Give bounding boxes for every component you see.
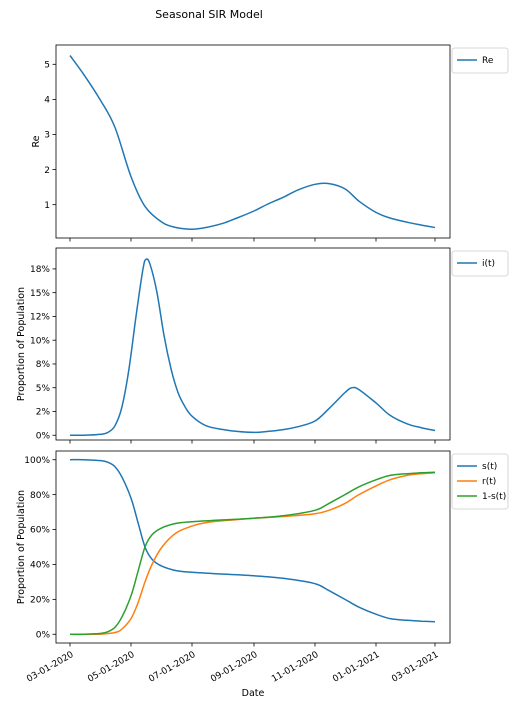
y-tick-label: 3 <box>44 131 50 141</box>
y-tick-label: 10% <box>30 336 50 346</box>
y-tick-label: 15% <box>30 289 50 299</box>
y-tick-label: 0% <box>36 431 51 441</box>
subplot-3: 0% 20% 40% 60% 80% 100% 03-01-2020 05-01-2020 07… <box>16 450 509 699</box>
series-line-s-t <box>69 458 436 623</box>
series-line-re <box>69 55 436 230</box>
legend-label-r-t: r(t) <box>482 477 496 487</box>
legend-label-1-s-t: 1-s(t) <box>482 492 506 502</box>
y-tick-label: 18% <box>30 265 50 275</box>
legend-box <box>451 47 509 74</box>
x-tick-label: 01-01-2021 <box>331 650 381 685</box>
y-tick-label: 60% <box>30 526 50 536</box>
y-tick-label: 1 <box>44 201 50 211</box>
plot-area <box>55 450 451 644</box>
subplot-2: 0% 2% 5% 8% 10% 12% 15% 18% Proportion of Popula… <box>16 247 509 444</box>
y-tick-label: 0% <box>36 630 51 640</box>
legend-label-s-t: s(t) <box>482 462 497 472</box>
y-tick-label: 8% <box>36 360 51 370</box>
series-line-r-t <box>69 472 436 636</box>
y-axis-label: Proportion of Population <box>16 490 27 604</box>
legend: Re <box>451 47 509 74</box>
plot-area <box>55 247 451 441</box>
x-tick-label: 07-01-2020 <box>147 650 198 685</box>
y-tick-label: 40% <box>30 561 50 571</box>
y-tick-label: 100% <box>24 456 50 466</box>
legend: i(t) <box>451 250 509 277</box>
y-tick-label: 5% <box>36 384 51 394</box>
y-axis-label: Re <box>31 135 42 147</box>
series-line-i-t <box>69 258 436 437</box>
plot-area <box>55 44 451 239</box>
y-tick-label: 5 <box>44 61 50 71</box>
y-tick-label: 12% <box>30 313 50 323</box>
y-tick-label: 2 <box>44 166 50 176</box>
legend-box <box>451 250 509 277</box>
x-tick-label: 03-01-2021 <box>390 650 440 685</box>
figure-title: Seasonal SIR Model <box>155 8 263 21</box>
series-line-1-s-t <box>69 471 436 636</box>
legend: s(t) r(t) 1-s(t) <box>451 453 509 510</box>
subplots: 1 2 3 4 5 Re Re 0% 2% 5% 8% 10% 12% 15% 18% Proportion … <box>16 44 509 699</box>
legend-label-i-t: i(t) <box>482 259 495 269</box>
legend-label-re: Re <box>482 56 494 66</box>
x-tick-label: 11-01-2020 <box>270 650 321 685</box>
x-tick-label: 09-01-2020 <box>209 650 260 685</box>
x-tick-label: 03-01-2020 <box>25 650 76 685</box>
x-tick-label: 05-01-2020 <box>86 650 137 685</box>
y-tick-label: 2% <box>36 408 51 418</box>
y-tick-label: 4 <box>44 96 50 106</box>
subplot-1: 1 2 3 4 5 Re Re <box>31 44 509 242</box>
y-axis-label: Proportion of Population <box>16 287 27 401</box>
y-tick-label: 20% <box>30 596 50 606</box>
y-tick-label: 80% <box>30 491 50 501</box>
x-axis-label: Date <box>242 688 265 699</box>
